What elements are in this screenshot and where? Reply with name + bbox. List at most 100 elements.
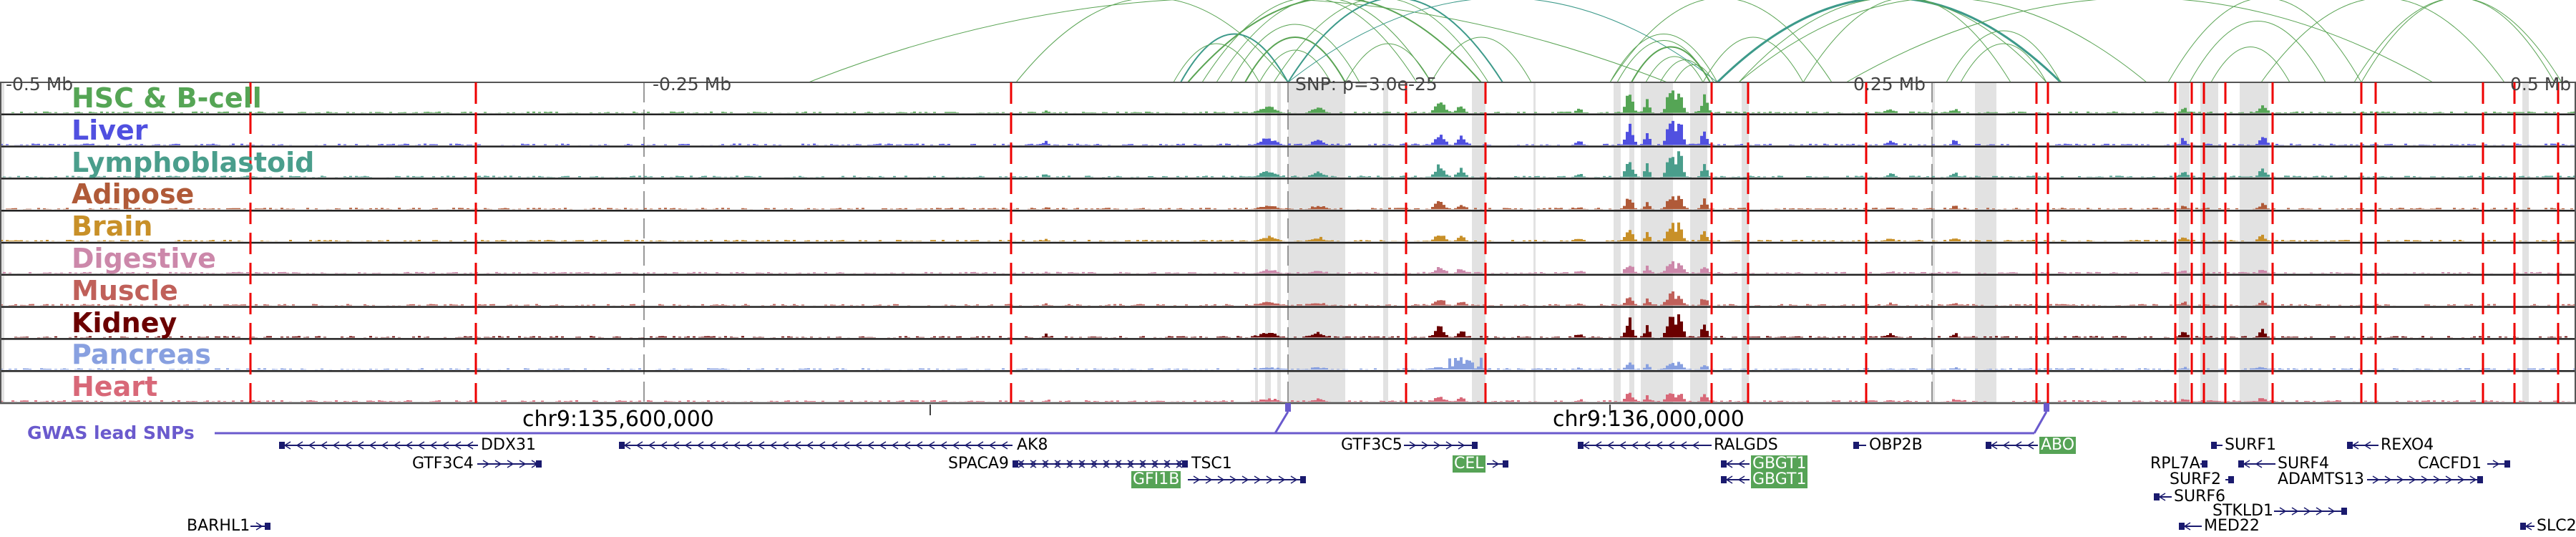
gene-exon: [2347, 442, 2353, 449]
loop-arc: [1738, 0, 2047, 83]
gene-exon: [1986, 442, 1991, 449]
strand-arrow-icon: [482, 460, 490, 468]
gene-label[interactable]: STKLD1: [2212, 502, 2274, 520]
strand-arrow-icon: [1725, 460, 1733, 468]
strand-arrow-icon: [672, 441, 680, 450]
strand-arrow-icon: [781, 441, 789, 450]
loop-arc: [1946, 30, 2062, 83]
strand-arrow-icon: [1582, 441, 1590, 450]
gwas-snp[interactable]: [1285, 403, 1291, 412]
strand-arrow-icon: [2255, 460, 2263, 468]
strand-arrow-icon: [684, 441, 692, 450]
strand-arrow-icon: [867, 441, 874, 450]
strand-arrow-icon: [1241, 475, 1249, 484]
strand-arrow-icon: [1492, 460, 1500, 468]
track-label: Digestive: [72, 243, 216, 274]
loop-arc: [1345, 43, 1432, 83]
strand-arrow-icon: [1655, 441, 1663, 450]
strand-arrow-icon: [1229, 475, 1237, 484]
strand-arrow-icon: [1990, 441, 1998, 450]
strand-arrow-icon: [818, 441, 826, 450]
gene-label[interactable]: RPL7A: [2150, 455, 2200, 473]
gwas-track-label: GWAS lead SNPs: [27, 422, 195, 443]
strand-arrow-icon: [940, 441, 947, 450]
loop-arc: [1230, 24, 1360, 83]
strand-arrow-icon: [2026, 441, 2034, 450]
strand-arrow-icon: [830, 441, 838, 450]
gwas-snp[interactable]: [2044, 403, 2049, 412]
axis-label-left-mid: -0.25 Mb: [653, 74, 732, 95]
strand-arrow-icon: [2158, 493, 2166, 501]
loop-arc: [1738, 0, 2147, 83]
gene-label[interactable]: TSC1: [1191, 455, 1232, 473]
strand-arrow-icon: [1266, 475, 1274, 484]
strand-arrow-icon: [296, 441, 303, 450]
strand-arrow-icon: [915, 441, 923, 450]
gene-label[interactable]: CEL: [1453, 455, 1485, 473]
gene-label[interactable]: GFI1B: [1131, 470, 1181, 488]
strand-arrow-icon: [344, 441, 352, 450]
loop-arc: [1259, 49, 1332, 83]
gene-label[interactable]: GBGT1: [1751, 470, 1808, 488]
strand-arrow-icon: [927, 441, 935, 450]
gene-label[interactable]: GTF3C4: [412, 455, 474, 473]
gene-label[interactable]: AK8: [1017, 436, 1048, 454]
gene-label[interactable]: BARHL1: [187, 517, 250, 535]
gene-label[interactable]: REXO4: [2381, 436, 2434, 454]
gene-exon: [1578, 442, 1584, 449]
strand-arrow-icon: [976, 441, 984, 450]
loop-arc: [1659, 59, 1711, 83]
gene-label[interactable]: SURF2: [2170, 470, 2222, 488]
strand-arrow-icon: [1151, 460, 1158, 468]
gene-label[interactable]: SURF1: [2225, 436, 2277, 454]
gene-label[interactable]: SLC2: [2537, 517, 2576, 535]
strand-arrow-icon: [1606, 441, 1614, 450]
track-label: Kidney: [72, 306, 177, 339]
strand-arrow-icon: [283, 441, 291, 450]
gene-label[interactable]: MED22: [2204, 517, 2260, 535]
gene-label[interactable]: RALGDS: [1714, 436, 1778, 454]
strand-arrow-icon: [623, 441, 631, 450]
strand-arrow-icon: [1445, 441, 1453, 450]
strand-arrow-icon: [2014, 441, 2022, 450]
axis-label-right-mid: 0.25 Mb: [1853, 74, 1926, 95]
gene-label[interactable]: SPACA9: [948, 455, 1009, 473]
strand-arrow-icon: [1737, 460, 1745, 468]
gene-label[interactable]: SURF4: [2278, 455, 2330, 473]
loop-arc: [1645, 56, 1704, 83]
strand-arrow-icon: [454, 441, 462, 450]
strand-arrow-icon: [1278, 475, 1286, 484]
strand-arrow-icon: [806, 441, 814, 450]
gene-label[interactable]: OBP2B: [1869, 436, 1923, 454]
strand-arrow-icon: [1631, 441, 1639, 450]
strand-arrow-icon: [356, 441, 364, 450]
gene-label[interactable]: ADAMTS13: [2278, 470, 2365, 488]
track-label: Liver: [72, 114, 148, 146]
gene-label[interactable]: ABO: [2039, 436, 2077, 454]
strand-arrow-icon: [1421, 441, 1429, 450]
strand-arrow-icon: [2372, 475, 2380, 484]
strand-arrow-icon: [648, 441, 655, 450]
strand-arrow-icon: [1737, 475, 1745, 484]
gene-label[interactable]: GTF3C5: [1341, 436, 1402, 454]
strand-arrow-icon: [519, 460, 527, 468]
loop-arc: [1702, 37, 1804, 83]
strand-arrow-icon: [332, 441, 340, 450]
strand-arrow-icon: [1458, 441, 1465, 450]
gene-label[interactable]: SURF6: [2174, 488, 2226, 505]
strand-arrow-icon: [369, 441, 376, 450]
track-label: Lymphoblastoid: [72, 146, 315, 178]
loop-arc: [2353, 0, 2562, 83]
track-label: Muscle: [72, 274, 178, 306]
track-label: Heart: [72, 371, 158, 403]
strand-arrow-icon: [2433, 475, 2441, 484]
gene-label[interactable]: CACFD1: [2418, 455, 2482, 473]
strand-arrow-icon: [405, 441, 413, 450]
loop-arc: [1609, 34, 1718, 83]
strand-arrow-icon: [320, 441, 328, 450]
gene-label[interactable]: DDX31: [481, 436, 536, 454]
loop-arc: [1244, 37, 1346, 83]
strand-arrow-icon: [1175, 460, 1183, 468]
gene-label[interactable]: GBGT1: [1751, 455, 1808, 473]
